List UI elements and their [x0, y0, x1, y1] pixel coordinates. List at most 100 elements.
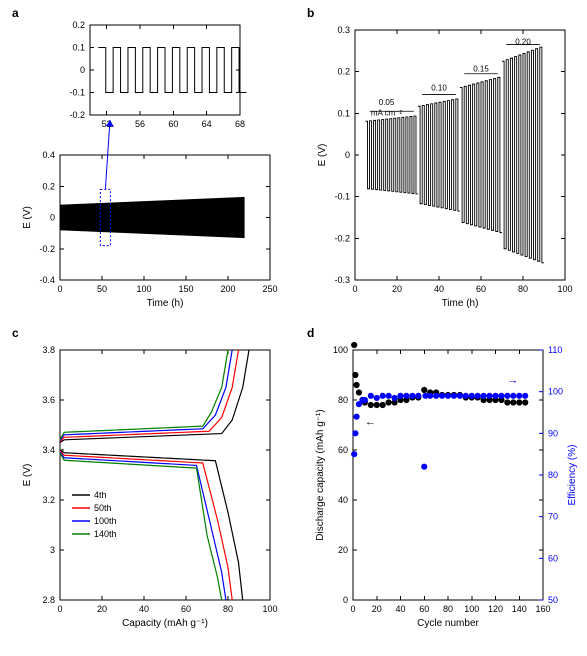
- svg-text:0.10: 0.10: [431, 83, 447, 92]
- panel-d-chart: 0 20 40 60 80 100 120 140 160 0 20 40 60 80 100 Cycle n…: [305, 330, 580, 630]
- svg-text:0: 0: [345, 150, 350, 160]
- svg-text:0.20: 0.20: [515, 38, 531, 47]
- svg-text:0: 0: [350, 604, 355, 614]
- svg-text:3.8: 3.8: [42, 345, 55, 355]
- svg-text:50th: 50th: [94, 503, 112, 513]
- svg-text:0.1: 0.1: [72, 43, 85, 53]
- svg-text:←: ←: [365, 416, 376, 428]
- panel-d-label: d: [307, 326, 314, 340]
- svg-text:140th: 140th: [94, 529, 117, 539]
- svg-text:-0.1: -0.1: [334, 192, 350, 202]
- svg-text:50: 50: [97, 284, 107, 294]
- svg-text:2.8: 2.8: [42, 595, 55, 605]
- svg-text:250: 250: [262, 284, 277, 294]
- svg-text:4th: 4th: [94, 490, 107, 500]
- svg-text:50: 50: [548, 595, 558, 605]
- svg-text:0: 0: [343, 595, 348, 605]
- svg-text:100th: 100th: [94, 516, 117, 526]
- svg-text:0.1: 0.1: [337, 108, 350, 118]
- svg-text:0: 0: [352, 284, 357, 294]
- svg-text:60: 60: [168, 119, 178, 129]
- panel-c: c 0204060801002.833.23.43.63.8Capacity (…: [10, 330, 285, 630]
- svg-text:Cycle number: Cycle number: [417, 618, 479, 629]
- svg-text:60: 60: [181, 604, 191, 614]
- svg-text:Capacity (mAh g⁻¹): Capacity (mAh g⁻¹): [122, 618, 208, 629]
- svg-text:-0.4: -0.4: [39, 275, 55, 285]
- svg-text:-0.1: -0.1: [69, 88, 85, 98]
- panel-c-chart: 0 20 40 60 80 100 2.8 3 3.2 3.4 3.6 3.8 Capacity (mA…: [10, 330, 285, 630]
- svg-text:70: 70: [548, 512, 558, 522]
- svg-text:3: 3: [50, 545, 55, 555]
- svg-text:110: 110: [548, 345, 562, 355]
- panel-a-label: a: [12, 6, 19, 20]
- svg-text:60: 60: [476, 284, 486, 294]
- svg-text:120: 120: [488, 604, 503, 614]
- svg-text:20: 20: [372, 604, 382, 614]
- svg-text:100: 100: [262, 604, 277, 614]
- svg-text:Efficiency (%): Efficiency (%): [567, 445, 578, 506]
- svg-text:0: 0: [50, 213, 55, 223]
- svg-text:90: 90: [548, 428, 558, 438]
- svg-text:3.4: 3.4: [42, 445, 55, 455]
- svg-text:100: 100: [557, 284, 572, 294]
- svg-text:3.2: 3.2: [42, 495, 55, 505]
- panel-a: a 5256606468-0.2-0.100.10.20501001502002…: [10, 10, 285, 310]
- svg-text:80: 80: [548, 470, 558, 480]
- svg-text:56: 56: [135, 119, 145, 129]
- svg-text:-0.2: -0.2: [334, 233, 350, 243]
- svg-text:0.05: 0.05: [379, 98, 395, 107]
- svg-text:0: 0: [57, 284, 62, 294]
- svg-text:E (V): E (V): [317, 144, 328, 167]
- svg-text:0.4: 0.4: [42, 150, 55, 160]
- svg-text:-0.2: -0.2: [69, 110, 85, 120]
- figure-grid: a 5256606468-0.2-0.100.10.20501001502002…: [10, 10, 577, 630]
- svg-text:20: 20: [338, 545, 348, 555]
- svg-text:150: 150: [178, 284, 193, 294]
- svg-text:-0.3: -0.3: [334, 275, 350, 285]
- svg-text:100: 100: [333, 345, 348, 355]
- panel-b-label: b: [307, 6, 314, 20]
- svg-text:E (V): E (V): [22, 206, 33, 229]
- svg-text:40: 40: [434, 284, 444, 294]
- svg-text:0.3: 0.3: [337, 25, 350, 35]
- svg-text:0: 0: [57, 604, 62, 614]
- svg-text:0.15: 0.15: [473, 65, 489, 74]
- svg-text:40: 40: [395, 604, 405, 614]
- svg-text:200: 200: [220, 284, 235, 294]
- svg-text:0.2: 0.2: [337, 67, 350, 77]
- svg-text:20: 20: [392, 284, 402, 294]
- svg-text:80: 80: [223, 604, 233, 614]
- svg-text:60: 60: [338, 445, 348, 455]
- svg-text:Discharge capacity (mAh g⁻¹): Discharge capacity (mAh g⁻¹): [315, 409, 326, 540]
- svg-text:40: 40: [139, 604, 149, 614]
- svg-text:100: 100: [464, 604, 479, 614]
- panel-b-chart: 0 20 40 60 80 100 -0.3 -0.2 -0.1 0 0.1 0.2 0.3 Time (…: [305, 10, 580, 310]
- svg-text:0.2: 0.2: [72, 20, 85, 30]
- svg-text:80: 80: [518, 284, 528, 294]
- svg-text:80: 80: [338, 395, 348, 405]
- svg-text:100: 100: [136, 284, 151, 294]
- svg-text:0: 0: [80, 65, 85, 75]
- svg-text:20: 20: [97, 604, 107, 614]
- panel-c-label: c: [12, 326, 19, 340]
- svg-text:Time (h): Time (h): [147, 298, 184, 309]
- panel-a-chart: 5256606468-0.2-0.100.10.2050100150200250…: [10, 10, 285, 310]
- svg-text:60: 60: [419, 604, 429, 614]
- svg-text:-0.2: -0.2: [39, 244, 55, 254]
- svg-text:Time (h): Time (h): [442, 298, 479, 309]
- svg-text:68: 68: [235, 119, 245, 129]
- svg-text:3.6: 3.6: [42, 395, 55, 405]
- svg-text:160: 160: [535, 604, 550, 614]
- svg-text:E (V): E (V): [22, 464, 33, 487]
- svg-text:140: 140: [512, 604, 527, 614]
- svg-text:64: 64: [202, 119, 212, 129]
- svg-text:60: 60: [548, 553, 558, 563]
- panel-d: d 020406080100120140160020406080100Cycle…: [305, 330, 580, 630]
- svg-text:40: 40: [338, 495, 348, 505]
- svg-text:100: 100: [548, 387, 563, 397]
- svg-text:0.2: 0.2: [42, 181, 55, 191]
- panel-b: b 020406080100-0.3-0.2-0.100.10.20.3Time…: [305, 10, 580, 310]
- svg-text:80: 80: [443, 604, 453, 614]
- svg-text:mA cm⁻²: mA cm⁻²: [371, 108, 403, 117]
- svg-text:→: →: [507, 374, 518, 386]
